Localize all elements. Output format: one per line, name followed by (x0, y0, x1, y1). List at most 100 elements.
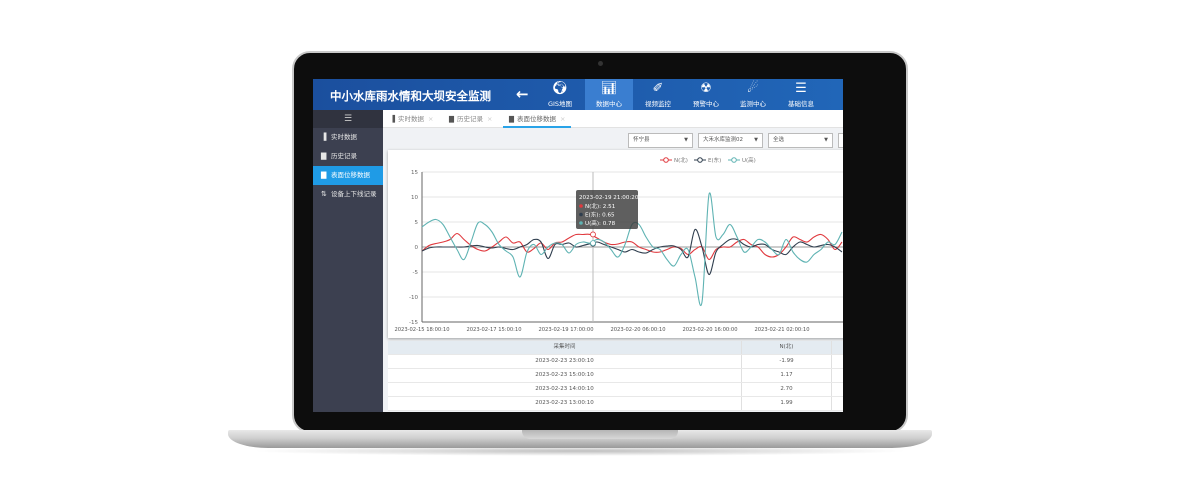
tooltip-marker-icon (579, 212, 583, 217)
x-tick-label: 2023-02-20 16:00:00 (682, 327, 737, 333)
series-line-N(北) (421, 232, 843, 261)
menu-toggle-icon[interactable]: ☰ (313, 110, 383, 128)
table-row: 2023-02-23 14:00:10 2.70 (388, 383, 843, 397)
tooltip-row: E(东): 0.65 (585, 211, 615, 219)
dropdown-arrow-icon: ▼ (754, 137, 758, 143)
x-tick-label: 2023-02-20 06:00:10 (610, 327, 665, 333)
hover-point (590, 240, 596, 246)
nav-basic-info[interactable]: ☰ 基础信息 (777, 79, 825, 110)
y-tick-label: -15 (409, 320, 418, 326)
station-select[interactable]: 大禾水库监测02 ▼ (698, 133, 763, 148)
tooltip-marker-icon (579, 221, 583, 225)
tab-bar: ▐ 实时数据 × ▇ 历史记录 × ▇ 表面位移数据 × (383, 110, 843, 128)
top-header: 中小水库雨水情和大坝安全监测 ← 🌍︎ GIS地图 📊︎ 数据中心 ✐ 视频监控 ☢ 预… (313, 79, 843, 110)
hover-point (590, 231, 596, 238)
cell-time: 2023-02-23 15:00:10 (388, 369, 742, 382)
y-tick-label: 15 (411, 170, 418, 176)
scope-select[interactable]: 全选 ▼ (768, 133, 833, 148)
chart-tooltip (576, 190, 638, 229)
table-row: 2023-02-23 15:00:10 1.17 (388, 369, 843, 383)
cell-north: 1.17 (742, 369, 832, 382)
clipboard-icon: ☰ (795, 81, 807, 96)
growth-chart-icon: ▇ (449, 115, 454, 123)
up-down-arrows-icon: ⇅ (321, 190, 327, 198)
cell-time: 2023-02-23 13:00:10 (388, 397, 742, 410)
dropdown-arrow-icon: ▼ (824, 137, 828, 143)
nav-monitor-center[interactable]: ☄ 监测中心 (729, 79, 777, 110)
bar-chart-icon: ▐ (321, 133, 327, 141)
dropdown-arrow-icon: ▼ (684, 137, 688, 143)
x-tick-label: 2023-02-17 15:00:10 (466, 327, 521, 333)
table-row: 2023-02-23 23:00:10 -1.99 (388, 355, 843, 369)
x-tick-label: 2023-02-15 18:00:10 (394, 327, 449, 333)
growth-chart-icon: ▇ (321, 152, 327, 160)
x-tick-label: 2023-02-21 02:00:10 (754, 327, 809, 333)
laptop-shadow (250, 446, 910, 456)
close-icon[interactable]: × (428, 115, 434, 123)
table-row: 2023-02-23 13:00:10 1.99 (388, 397, 843, 411)
tooltip-marker-icon (579, 204, 583, 208)
cell-north: 2.70 (742, 383, 832, 396)
settings-icon: ⚙ (825, 79, 843, 98)
bar-chart-icon: ▐ (390, 115, 395, 123)
legend-label: U(高) (742, 156, 756, 164)
close-icon[interactable]: × (487, 115, 493, 123)
laptop-base (228, 430, 932, 448)
growth-chart-icon: ▇ (509, 115, 514, 123)
sidebar: ☰ ▐ 实时数据 ▇ 历史记录 ▇ 表面位移数据 ⇅ 设备上下线记录 (313, 110, 383, 412)
cell-more (832, 397, 843, 410)
tooltip-title: 2023-02-19 21:00:20 (579, 195, 639, 201)
x-tick-label: 2023-02-19 17:00:00 (538, 327, 593, 333)
growth-chart-icon: ▇ (321, 171, 327, 179)
column-header-time[interactable]: 采集时间 (388, 341, 742, 354)
back-arrow-icon[interactable]: ← (516, 85, 529, 103)
cell-more (832, 383, 843, 396)
cell-time: 2023-02-23 23:00:10 (388, 355, 742, 368)
nav-system[interactable]: ⚙系 (825, 79, 843, 110)
county-select[interactable]: 怀宁县 ▼ (628, 133, 693, 148)
nav-gis-map[interactable]: 🌍︎ GIS地图 (536, 79, 584, 110)
sidebar-item-realtime[interactable]: ▐ 实时数据 (313, 128, 383, 147)
legend-marker-icon (731, 157, 737, 163)
cell-north: -1.99 (742, 355, 832, 368)
app-screen: 中小水库雨水情和大坝安全监测 ← 🌍︎ GIS地图 📊︎ 数据中心 ✐ 视频监控 ☢ 预… (313, 79, 843, 412)
sidebar-item-surface-displacement[interactable]: ▇ 表面位移数据 (313, 166, 383, 185)
app-title: 中小水库雨水情和大坝安全监测 (330, 89, 491, 103)
legend-marker-icon (663, 157, 669, 163)
satellite-dish-icon: ☄ (747, 81, 759, 96)
tab-surface-displacement[interactable]: ▇ 表面位移数据 × (503, 110, 572, 128)
column-header-more (832, 341, 843, 354)
tab-realtime[interactable]: ▐ 实时数据 × (390, 115, 434, 123)
alarm-light-icon: ☢ (700, 81, 712, 96)
y-tick-label: -5 (413, 270, 419, 276)
series-line-E(东) (421, 228, 843, 276)
nav-data-center[interactable]: 📊︎ 数据中心 (585, 79, 633, 110)
column-header-north[interactable]: N(北) (742, 341, 832, 354)
tooltip-row: U(高): 0.78 (585, 219, 616, 227)
legend-marker-icon (697, 157, 703, 163)
data-table: 采集时间 N(北) 2023-02-23 23:00:10 -1.99 2023-… (388, 341, 843, 411)
close-icon[interactable]: × (560, 115, 566, 123)
laptop-notch (522, 430, 678, 439)
webcam (598, 61, 603, 66)
tooltip-row: N(北): 2.51 (585, 202, 616, 210)
tab-history[interactable]: ▇ 历史记录 × (449, 115, 493, 123)
cell-north: 1.99 (742, 397, 832, 410)
y-tick-label: 0 (415, 245, 419, 251)
globe-icon: 🌍︎ (551, 81, 569, 96)
y-tick-label: -10 (409, 295, 418, 301)
extra-select[interactable] (838, 133, 843, 148)
bar-chart-icon: 📊︎ (600, 81, 618, 96)
nav-alert-center[interactable]: ☢ 预警中心 (682, 79, 730, 110)
table-header-row: 采集时间 N(北) (388, 341, 843, 355)
cell-more (832, 355, 843, 368)
y-tick-label: 10 (411, 195, 418, 201)
nav-video-monitor[interactable]: ✐ 视频监控 (634, 79, 682, 110)
cell-time: 2023-02-23 14:00:10 (388, 383, 742, 396)
sidebar-item-device-online-log[interactable]: ⇅ 设备上下线记录 (313, 185, 383, 204)
cell-more (832, 369, 843, 382)
displacement-chart-card: 15 10 5 0 -5 -10 -15 2023-02-15 18:00:10 2023-02… (388, 150, 843, 338)
y-tick-label: 5 (415, 220, 419, 226)
sidebar-item-history[interactable]: ▇ 历史记录 (313, 147, 383, 166)
